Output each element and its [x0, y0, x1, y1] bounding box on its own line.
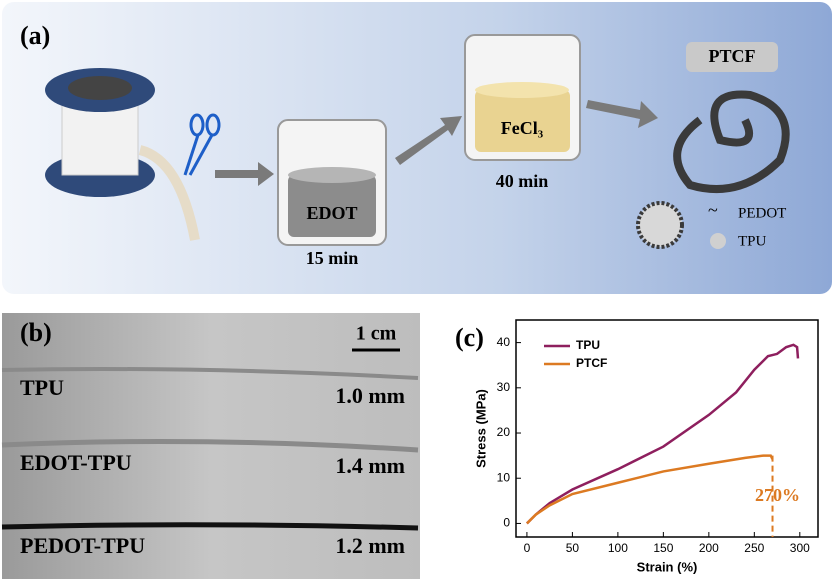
fiber-coil — [673, 90, 790, 194]
x-tick-label: 250 — [744, 541, 764, 555]
x-tick-label: 150 — [653, 541, 673, 555]
panel-b: (b) 1 cm TPU 1.0 mm EDOT-TPU 1.4 mm PEDO… — [1, 313, 420, 579]
x-tick-label: 300 — [790, 541, 810, 555]
y-tick-label: 40 — [497, 335, 511, 349]
y-tick-label: 30 — [497, 380, 511, 394]
plot-frame — [515, 319, 819, 538]
product-label: PTCF — [709, 46, 756, 66]
x-tick-label: 50 — [566, 541, 580, 555]
reagent-label: EDOT — [306, 203, 357, 223]
annotation-label: 270% — [755, 485, 800, 505]
chart: 0 50 100 150 200 250 300 0 10 20 30 40 Strain (%) Str… — [473, 319, 819, 574]
x-axis-label: Strain (%) — [637, 559, 698, 574]
sample-name: PEDOT-TPU — [20, 533, 145, 558]
y-tick-label: 20 — [497, 425, 511, 439]
y-axis-label: Stress (MPa) — [473, 389, 488, 468]
arrows — [215, 100, 658, 186]
panel-label: (c) — [455, 323, 484, 352]
x-tick-label: 0 — [524, 541, 531, 555]
y-tick-label: 0 — [503, 516, 510, 530]
legend-label: PTCF — [576, 356, 607, 370]
beaker-fecl3 — [464, 34, 581, 161]
reagent-label: FeCl₃ — [501, 118, 544, 138]
sample-size: 1.4 mm — [335, 453, 405, 478]
panel-label: (b) — [20, 318, 52, 347]
x-tick-label: 200 — [699, 541, 719, 555]
panel-label: (a) — [20, 21, 50, 50]
scissors — [183, 113, 221, 176]
ptcf-box — [686, 42, 778, 72]
time-label: 40 min — [496, 171, 549, 191]
legend-symbol — [710, 233, 726, 249]
panel-a: (a) EDOT 15 min FeCl₃ 40 min PTCF ~ PEDO… — [2, 2, 832, 294]
sample-size: 1.0 mm — [335, 383, 405, 408]
spool — [45, 68, 200, 241]
time-label: 15 min — [306, 248, 359, 268]
sample-name: TPU — [20, 375, 64, 400]
y-tick-label: 10 — [497, 470, 511, 484]
scale-label: 1 cm — [356, 323, 397, 345]
x-tick-label: 100 — [608, 541, 628, 555]
legend-label: TPU — [738, 233, 767, 249]
legend-label: TPU — [576, 338, 600, 352]
legend-symbol: ~ — [708, 200, 718, 220]
cross-section — [636, 201, 684, 249]
beaker-edot — [277, 119, 387, 246]
line — [526, 343, 800, 525]
line — [526, 454, 774, 525]
legend-label: PEDOT — [738, 205, 786, 221]
sample-name: EDOT-TPU — [20, 450, 132, 475]
sample-size: 1.2 mm — [335, 533, 405, 558]
